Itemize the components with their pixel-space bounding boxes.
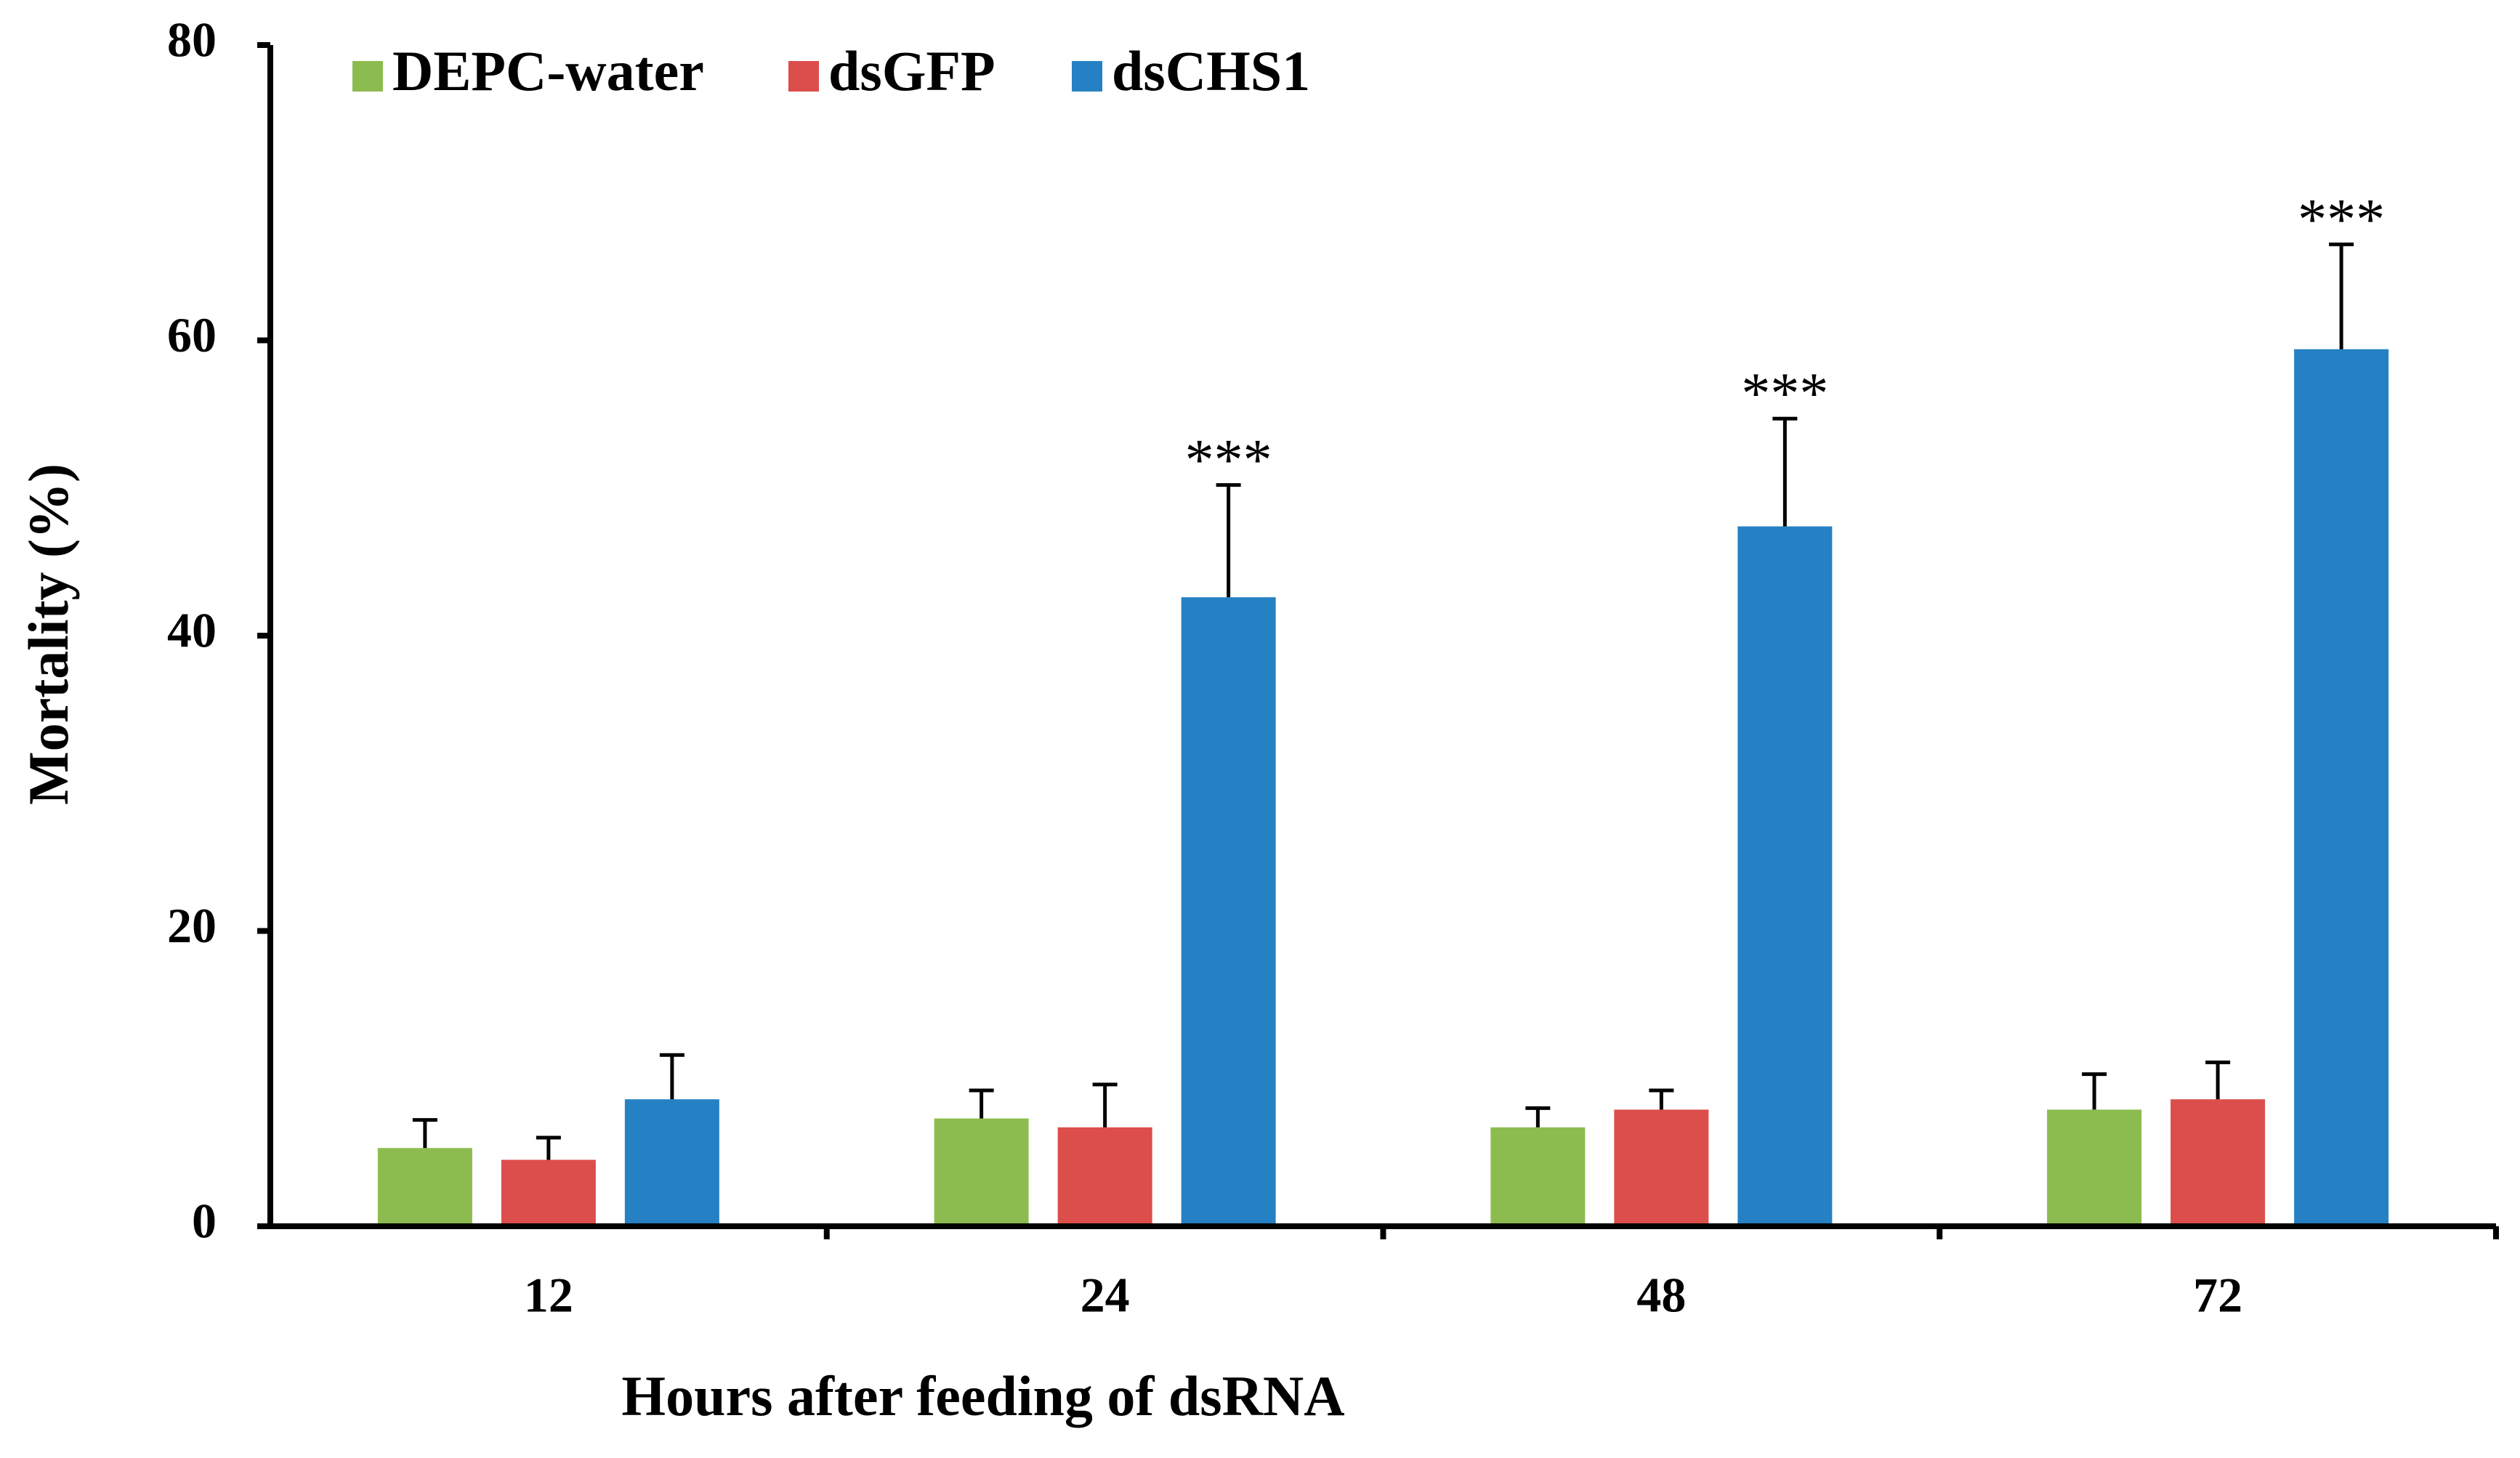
bar-dschs1-12 xyxy=(624,1099,719,1226)
legend: DEPC-water dsGFP dsCHS1 xyxy=(352,39,1310,102)
bar-dschs1-72 xyxy=(2294,349,2389,1226)
bar-depc-water-24 xyxy=(934,1118,1029,1226)
bar-dsgfp-12 xyxy=(501,1159,596,1226)
plot-area: *** *** *** xyxy=(377,187,2389,1226)
y-axis-label: Mortality (%) xyxy=(17,463,80,805)
legend-label-dschs1: dsCHS1 xyxy=(1112,39,1310,102)
axes: 0 20 40 60 80 12 24 48 72 xyxy=(167,12,2499,1323)
y-tick-label: 60 xyxy=(167,307,217,363)
y-tick-label: 40 xyxy=(167,603,217,658)
x-tick-label: 12 xyxy=(524,1268,573,1323)
x-tick-label: 48 xyxy=(1636,1268,1686,1323)
significance-label: *** xyxy=(1185,429,1272,493)
y-tick-label: 20 xyxy=(167,898,217,953)
bar-dschs1-48 xyxy=(1737,526,1833,1226)
significance-label: *** xyxy=(2298,187,2385,251)
bar-dsgfp-48 xyxy=(1614,1109,1709,1226)
bar-depc-water-72 xyxy=(2047,1109,2142,1226)
bar-dsgfp-24 xyxy=(1057,1127,1152,1226)
y-tick-label: 80 xyxy=(167,12,217,68)
legend-swatch-dsgfp xyxy=(788,61,819,92)
legend-label-depc-water: DEPC-water xyxy=(392,39,704,102)
bar-depc-water-12 xyxy=(377,1148,472,1226)
significance-label: *** xyxy=(1741,362,1828,426)
x-tick-label: 72 xyxy=(2193,1268,2242,1323)
y-tick-label: 0 xyxy=(192,1194,217,1249)
bar-dsgfp-72 xyxy=(2170,1099,2266,1226)
legend-swatch-dschs1 xyxy=(1072,61,1102,92)
legend-swatch-depc-water xyxy=(352,61,383,92)
legend-label-dsgfp: dsGFP xyxy=(828,39,996,102)
bar-depc-water-48 xyxy=(1490,1127,1586,1226)
x-axis-label: Hours after feeding of dsRNA xyxy=(621,1364,1344,1427)
x-tick-label: 24 xyxy=(1081,1268,1130,1323)
bar-dschs1-24 xyxy=(1181,597,1276,1226)
